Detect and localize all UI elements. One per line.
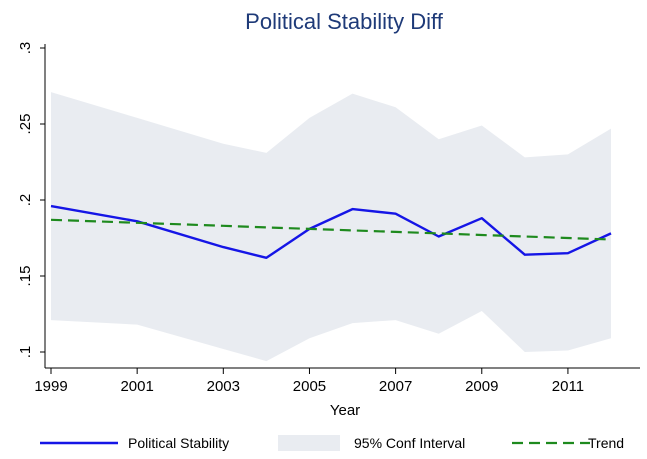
legend-label: 95% Conf Interval: [354, 435, 465, 451]
y-tick-label: .2: [17, 194, 34, 207]
x-tick-label: 2007: [379, 378, 412, 395]
legend: Political Stability 95% Conf Interval Tren…: [40, 435, 624, 451]
y-tick-label: .25: [17, 114, 34, 135]
series-trend-line: [50, 218, 612, 241]
y-tick-label: .15: [17, 266, 34, 287]
legend-label: Political Stability: [128, 435, 229, 451]
series-political-stability-line: [50, 204, 612, 259]
x-tick-label: 2005: [293, 378, 326, 395]
chart-title: Political Stability Diff: [245, 9, 444, 34]
x-tick-label: 1999: [34, 378, 67, 395]
legend-swatch-band: [278, 435, 340, 451]
y-tick-label: .1: [17, 346, 34, 359]
series-confidence-band: [51, 92, 611, 362]
x-tick-label: 2001: [120, 378, 153, 395]
x-tick-label: 2009: [465, 378, 498, 395]
legend-label: Trend: [588, 435, 624, 451]
plot-area: [45, 44, 640, 368]
y-tick-label: .3: [17, 42, 34, 55]
x-tick-label: 2011: [552, 378, 584, 395]
x-tick-label: 2003: [207, 378, 240, 395]
x-axis-label: Year: [330, 402, 360, 419]
axes: .1 .15 .2 .25 .3 1999 2001 2003 2005 2007 2009 2011: [17, 42, 640, 395]
